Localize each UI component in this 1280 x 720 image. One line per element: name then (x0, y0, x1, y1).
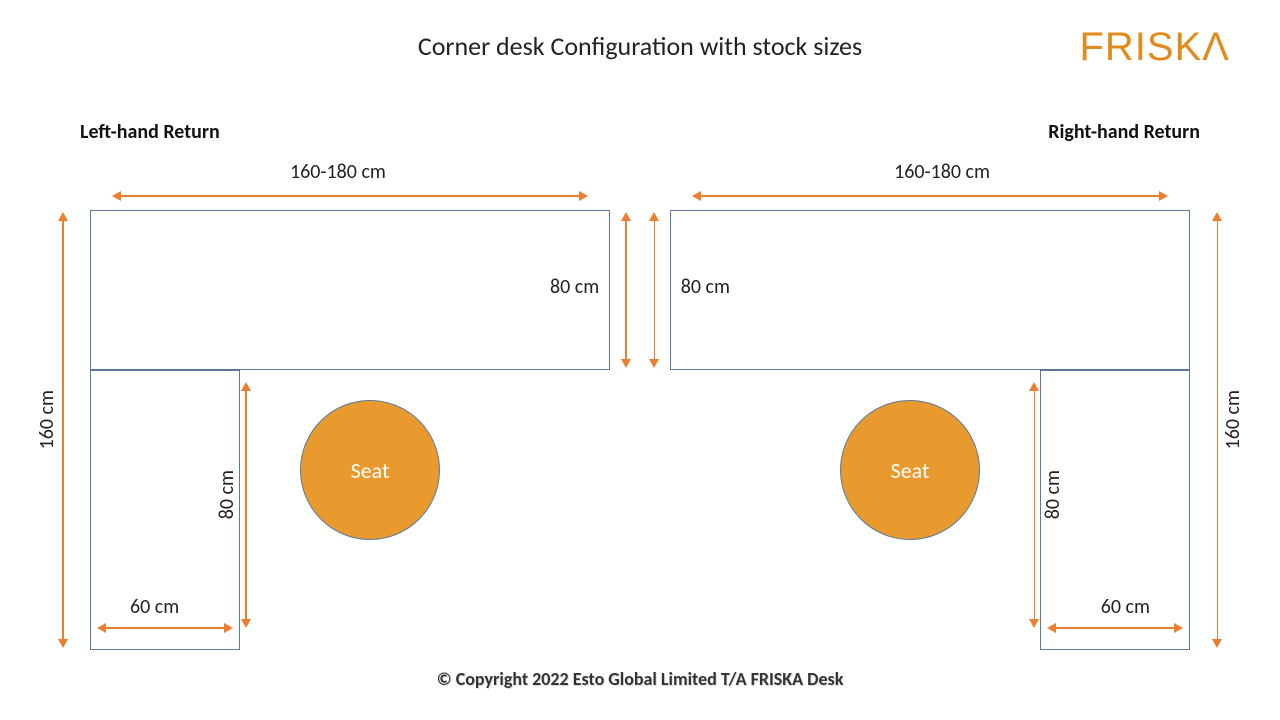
left-width-arrow (120, 195, 580, 197)
right-return-depth-arrow (1034, 390, 1036, 620)
left-seat-circle: Seat (300, 400, 440, 540)
right-seat-circle: Seat (840, 400, 980, 540)
copyright-text: © Copyright 2022 Esto Global Limited T/A… (437, 668, 844, 690)
left-section-label: Left-hand Return (80, 120, 220, 144)
left-return-depth-dim: 80 cm (215, 470, 239, 519)
right-return-width-dim: 60 cm (1101, 595, 1150, 619)
right-section-label: Right-hand Return (1048, 120, 1200, 144)
left-width-dim: 160-180 cm (290, 160, 386, 184)
page-title: Corner desk Configuration with stock siz… (418, 30, 862, 62)
left-return-width-arrow (105, 627, 225, 629)
brand-logo: FRISKΛ (1079, 25, 1230, 70)
left-seat-label: Seat (351, 457, 390, 484)
right-return-depth-dim: 80 cm (1041, 470, 1065, 519)
right-total-depth-dim: 160 cm (1221, 390, 1245, 449)
right-main-desk (670, 210, 1190, 370)
right-main-depth-arrow (654, 220, 656, 360)
left-total-depth-dim: 160 cm (35, 390, 59, 449)
left-main-depth-dim: 80 cm (550, 275, 599, 299)
right-width-dim: 160-180 cm (894, 160, 990, 184)
right-width-arrow (700, 195, 1160, 197)
left-main-desk (90, 210, 610, 370)
left-return-width-dim: 60 cm (130, 595, 179, 619)
left-total-depth-arrow (62, 220, 64, 640)
right-total-depth-arrow (1217, 220, 1219, 640)
left-return-depth-arrow (245, 390, 247, 620)
right-return-width-arrow (1055, 627, 1175, 629)
right-seat-label: Seat (891, 457, 930, 484)
right-main-depth-dim: 80 cm (681, 275, 730, 299)
left-main-depth-arrow (625, 220, 627, 360)
